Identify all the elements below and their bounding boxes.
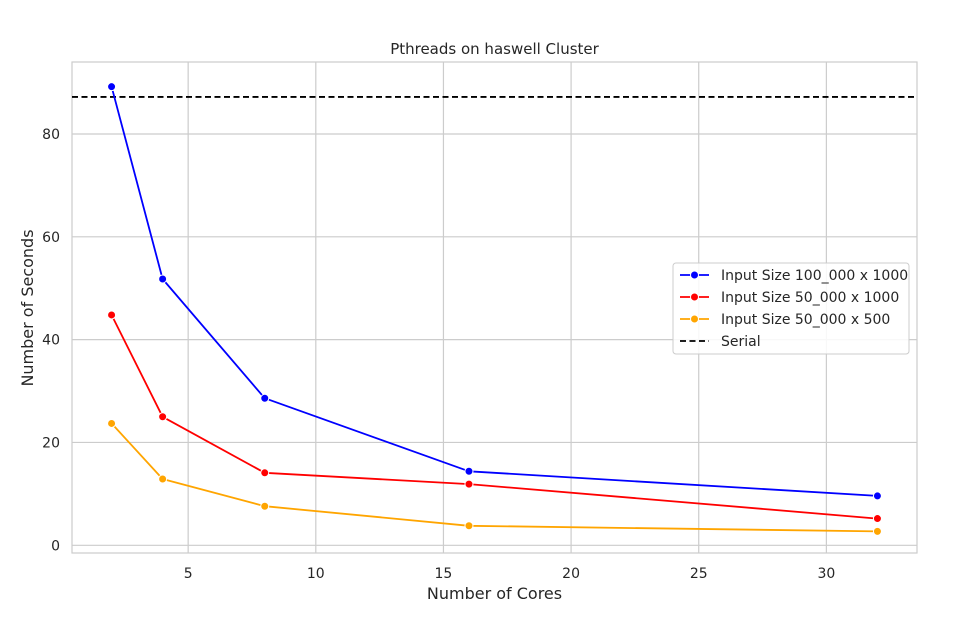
data-point — [260, 468, 270, 478]
data-point — [158, 474, 168, 484]
series-3 — [107, 418, 882, 536]
data-point — [464, 479, 474, 489]
legend-item: Input Size 50_000 x 1000 — [680, 290, 899, 306]
data-point — [107, 82, 117, 92]
legend-swatch-marker — [690, 270, 699, 280]
x-axis-label: Number of Cores — [427, 584, 562, 603]
legend-swatch-marker — [690, 314, 699, 324]
series-layer — [107, 82, 882, 536]
chart-title: Pthreads on haswell Cluster — [390, 40, 599, 58]
y-axis-label: Number of Seconds — [18, 229, 37, 386]
y-tick-label: 0 — [51, 538, 60, 554]
legend-box — [672, 262, 910, 355]
grid-lines — [72, 62, 917, 553]
x-tick-label: 15 — [435, 566, 453, 582]
y-tick-label: 40 — [42, 333, 60, 349]
x-tick-labels: 5 10 15 20 25 30 — [184, 566, 836, 582]
data-point — [107, 418, 117, 428]
data-point — [107, 310, 117, 320]
legend-swatch-marker — [690, 292, 699, 302]
x-tick-label: 10 — [307, 566, 325, 582]
y-tick-label: 60 — [42, 230, 60, 246]
y-tick-label: 20 — [42, 435, 60, 451]
y-tick-label: 80 — [42, 127, 60, 143]
x-tick-label: 30 — [817, 566, 835, 582]
legend-label: Serial — [721, 334, 761, 350]
data-point — [260, 393, 270, 403]
legend-label: Input Size 50_000 x 1000 — [721, 290, 899, 306]
legend-label: Input Size 50_000 x 500 — [721, 312, 890, 328]
series-2 — [107, 310, 882, 524]
y-tick-labels: 0 20 40 60 80 — [42, 127, 60, 554]
x-tick-label: 25 — [690, 566, 708, 582]
legend-item: Input Size 50_000 x 500 — [680, 312, 890, 328]
data-point — [158, 274, 168, 284]
legend-item: Serial — [680, 334, 761, 350]
x-tick-label: 20 — [562, 566, 580, 582]
data-point — [872, 491, 882, 501]
data-point — [464, 466, 474, 476]
legend: Input Size 100_000 x 1000 Input Size 50_0… — [672, 262, 910, 355]
series-1 — [107, 82, 882, 501]
data-point — [158, 412, 168, 422]
data-point — [872, 514, 882, 524]
data-point — [872, 526, 882, 536]
plot-frame — [71, 61, 918, 554]
legend-label: Input Size 100_000 x 1000 — [721, 268, 908, 284]
x-tick-label: 5 — [184, 566, 193, 582]
data-point — [260, 501, 270, 511]
data-point — [464, 521, 474, 531]
legend-item: Input Size 100_000 x 1000 — [680, 268, 908, 284]
